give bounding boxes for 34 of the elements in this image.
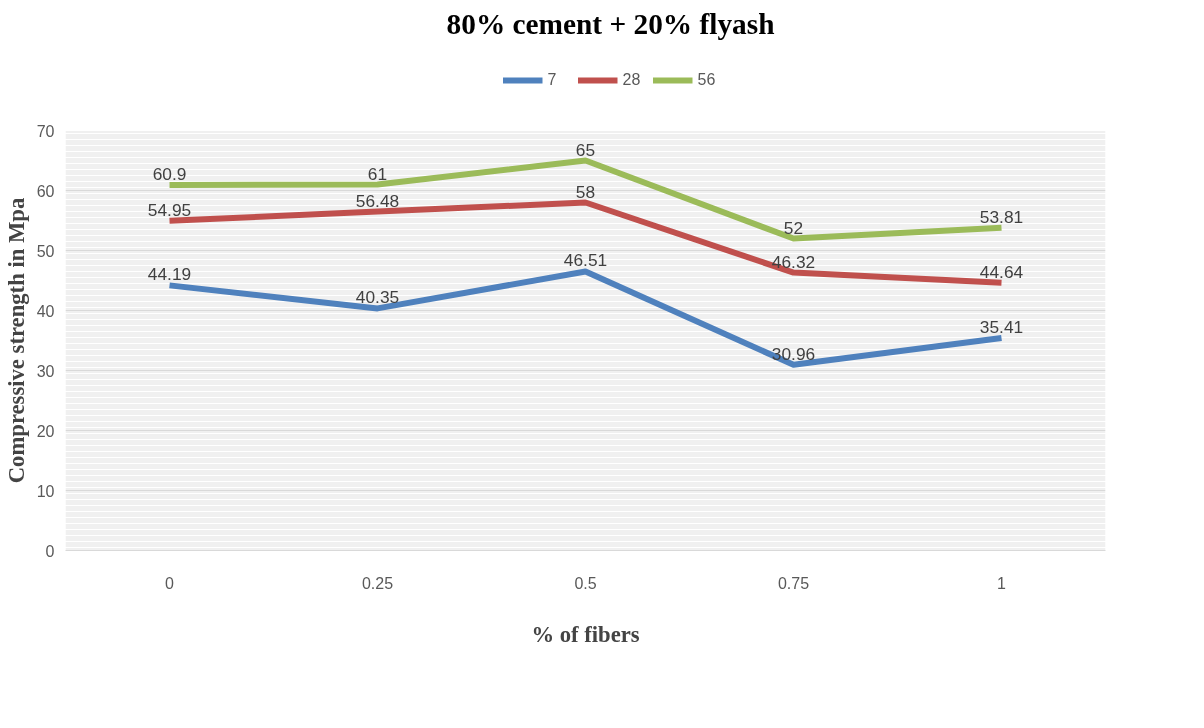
y-tick-label: 70: [36, 122, 55, 140]
data-label: 35.41: [979, 317, 1024, 338]
legend-label: 28: [622, 70, 642, 89]
x-tick-label: 0.5: [574, 574, 597, 592]
x-tick-label: 0: [165, 574, 175, 592]
data-label: 44.64: [979, 261, 1024, 282]
x-tick-label: 0.75: [777, 574, 810, 592]
data-label: 65: [575, 139, 596, 160]
data-label: 58: [575, 181, 596, 202]
data-label: 53.81: [979, 206, 1024, 227]
x-tick-label: 1: [997, 574, 1007, 592]
y-tick-label: 20: [36, 422, 55, 440]
data-label: 44.19: [147, 264, 192, 285]
data-label: 54.95: [147, 199, 192, 220]
x-tick-label: 0.25: [361, 574, 394, 592]
y-axis-title: Compressive strength in Mpa: [3, 197, 29, 484]
x-axis-title: % of fibers: [531, 621, 640, 647]
legend-label: 56: [697, 70, 717, 89]
data-label: 60.9: [152, 164, 187, 185]
chart-title: 80% cement + 20% flyash: [446, 7, 775, 40]
y-tick-label: 30: [36, 362, 55, 380]
y-tick-label: 60: [36, 182, 55, 200]
data-label: 52: [783, 217, 804, 238]
legend-label: 7: [547, 70, 558, 89]
data-label: 56.48: [355, 190, 400, 211]
y-tick-label: 0: [45, 542, 55, 560]
y-tick-label: 40: [36, 302, 55, 320]
data-label: 30.96: [771, 343, 816, 364]
data-label: 46.51: [563, 250, 608, 271]
data-label: 61: [367, 163, 388, 184]
y-tick-label: 50: [36, 242, 55, 260]
data-label: 46.32: [771, 251, 816, 272]
y-tick-label: 10: [36, 482, 55, 500]
data-label: 40.35: [355, 287, 400, 308]
